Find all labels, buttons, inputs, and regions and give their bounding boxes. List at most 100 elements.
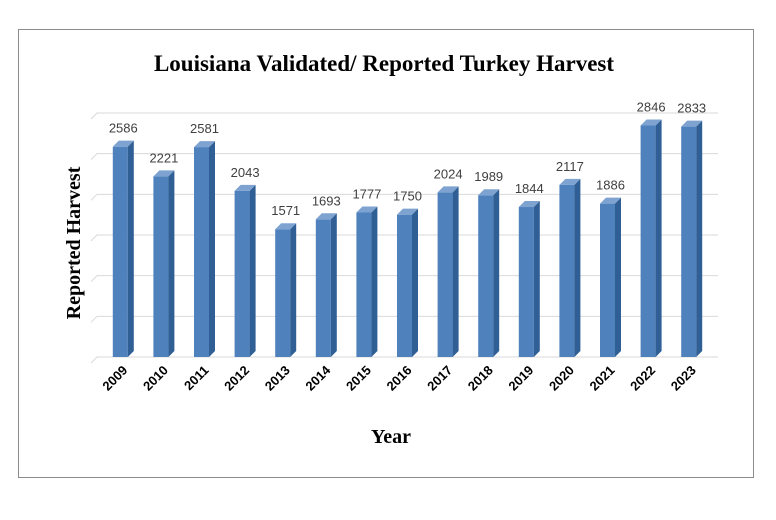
gridline (90, 234, 718, 242)
bar-top (153, 170, 175, 177)
data-label: 1989 (474, 169, 503, 184)
bar (600, 197, 621, 357)
bar-top (112, 140, 134, 147)
bar-top (397, 208, 418, 215)
chart-title: Louisiana Validated/ Reported Turkey Har… (154, 51, 614, 76)
bar-front (275, 229, 291, 357)
bar-top (234, 184, 256, 191)
y-axis-title: Reported Harvest (63, 166, 85, 319)
data-label: 2043 (231, 165, 260, 180)
data-labels: 2586 2221 2581 2043 1571 1693 1777 1750 2024 1989… (109, 100, 706, 219)
bar-front (397, 214, 412, 357)
data-label: 2586 (109, 121, 138, 136)
bar-front (681, 126, 697, 357)
bar-front (518, 207, 534, 357)
bar-side (249, 184, 256, 357)
gridline (90, 112, 718, 120)
x-tick-label: 2021 (587, 363, 618, 394)
bar-side (696, 120, 703, 357)
bar-side (371, 206, 378, 357)
bar-front (194, 147, 209, 357)
bar-front (153, 176, 169, 357)
bar (559, 178, 581, 357)
bar-top (194, 141, 215, 148)
bar-front (559, 184, 575, 357)
x-tick-label: 2013 (262, 363, 293, 394)
x-tick-label: 2018 (465, 363, 496, 394)
bar (315, 213, 337, 357)
bar-side (615, 197, 621, 357)
chart-frame (18, 29, 754, 478)
data-label: 2117 (556, 159, 584, 174)
data-label: 2024 (434, 166, 463, 181)
bar-top (681, 120, 703, 127)
bar-top (559, 178, 581, 185)
bar-front (478, 195, 494, 357)
data-label: 1886 (596, 178, 625, 193)
bar-side (290, 223, 297, 357)
bar-front (437, 192, 453, 357)
bar-side (493, 189, 500, 357)
bar (681, 120, 703, 357)
data-label: 1750 (393, 189, 422, 204)
x-tick-label: 2016 (384, 363, 415, 394)
data-label: 1844 (515, 181, 544, 196)
bars (112, 119, 703, 357)
bar-front (234, 190, 250, 357)
bar-side (168, 170, 175, 357)
data-label: 2833 (677, 101, 706, 116)
x-tick-label: 2022 (627, 363, 658, 394)
gridline (90, 315, 718, 323)
bar-side (574, 178, 581, 357)
bar-side (655, 119, 662, 357)
bar (397, 208, 418, 357)
data-label: 2846 (637, 100, 666, 115)
x-tick-label: 2014 (302, 362, 334, 394)
x-tick-label: 2023 (668, 363, 699, 394)
gridline (90, 193, 718, 201)
x-tick-label: 2020 (546, 363, 577, 394)
bar (194, 141, 215, 357)
bar (437, 186, 459, 357)
data-label: 2581 (190, 121, 219, 136)
bar (518, 201, 540, 357)
bar (153, 170, 175, 357)
bar-front (600, 203, 615, 357)
bar-top (356, 206, 378, 213)
bar (478, 189, 500, 357)
bar-side (127, 140, 134, 357)
bar (234, 184, 256, 357)
bar-top (315, 213, 337, 220)
bar (356, 206, 378, 357)
x-tick-label: 2010 (140, 363, 171, 394)
bar-top (518, 201, 540, 208)
x-tick-label: 2012 (221, 363, 252, 394)
bar-side (412, 208, 418, 357)
data-label: 1777 (352, 186, 381, 201)
data-label: 2221 (149, 150, 178, 165)
gridlines (90, 112, 718, 364)
gridline (90, 275, 718, 283)
bar-front (356, 212, 372, 357)
x-tick-label: 2009 (99, 363, 130, 394)
x-tick-label: 2019 (505, 363, 536, 394)
x-tick-label: 2017 (424, 363, 455, 394)
data-label: 1693 (312, 193, 341, 208)
x-tick-labels: 2009 2010 2011 2012 2013 2014 2015 2016 2017 2018… (99, 362, 698, 394)
gridline (90, 153, 718, 161)
bar (112, 140, 134, 357)
bar-top (275, 223, 297, 230)
bar-side (533, 201, 540, 357)
bar-front (640, 125, 656, 357)
bar-front (112, 146, 128, 357)
bar-top (478, 189, 500, 196)
bar-side (330, 213, 337, 357)
bar (640, 119, 662, 357)
bar-top (640, 119, 662, 126)
x-tick-label: 2011 (181, 363, 212, 394)
x-tick-label: 2015 (343, 363, 374, 394)
bar-side (452, 186, 459, 357)
x-axis-title: Year (371, 426, 411, 448)
gridline (90, 356, 718, 364)
